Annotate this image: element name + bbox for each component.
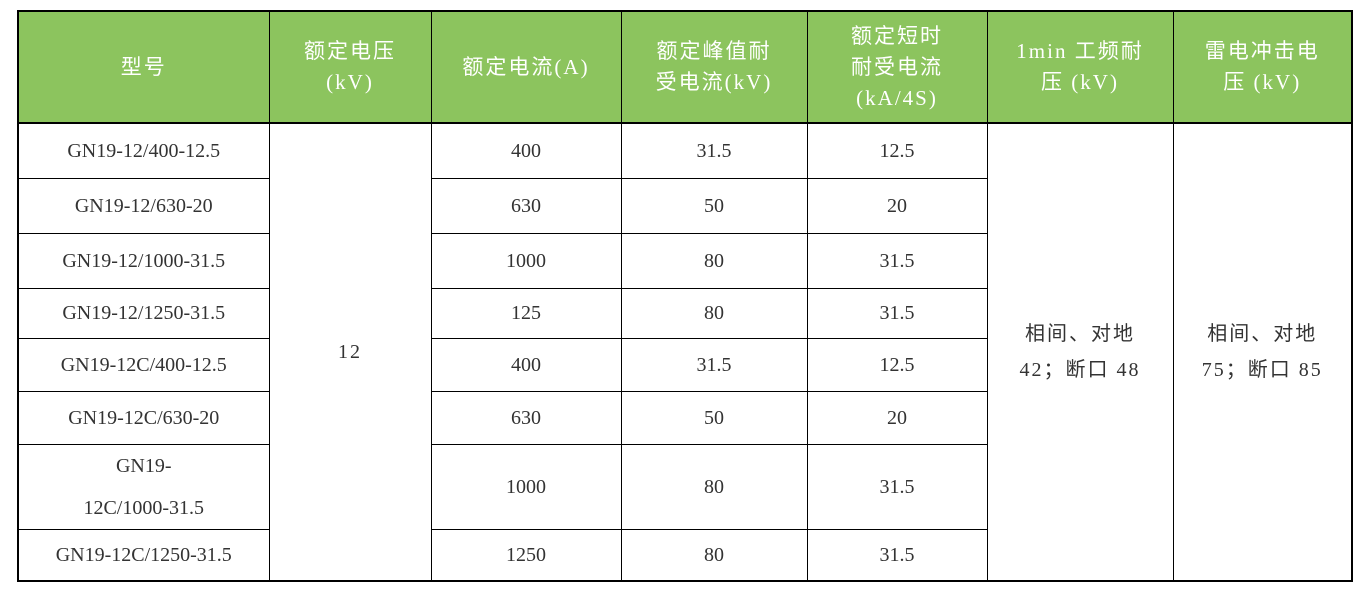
short-time-withstand-cell: 12.5 <box>806 337 988 392</box>
power-frequency-withstand-merged-cell: 相间、对地 42；断口 48 <box>986 122 1174 582</box>
model-cell: GN19-12/630-20 <box>17 177 270 234</box>
rated-current-cell: 400 <box>430 337 622 392</box>
header-rated-current: 额定电流(A) <box>430 10 622 124</box>
table-row: GN19-12C/630-20 630 50 20 <box>17 390 1352 445</box>
short-time-withstand-cell: 20 <box>806 390 988 445</box>
header-peak-withstand-current: 额定峰值耐 受电流(kV) <box>620 10 808 124</box>
table-row: GN19-12C/1250-31.5 1250 80 31.5 <box>17 528 1352 582</box>
lightning-impulse-merged-cell: 相间、对地 75；断口 85 <box>1172 122 1353 582</box>
peak-withstand-cell: 50 <box>620 390 808 445</box>
peak-withstand-cell: 80 <box>620 528 808 582</box>
rated-current-cell: 125 <box>430 287 622 339</box>
table-row: GN19-12/1000-31.5 1000 80 31.5 <box>17 232 1352 289</box>
peak-withstand-cell: 80 <box>620 287 808 339</box>
page: 型号 额定电压 (kV) 额定电流(A) 额定峰值耐 受电流(kV) 额定短时 … <box>0 10 1366 600</box>
table-row: GN19-12/1250-31.5 125 80 31.5 <box>17 287 1352 339</box>
rated-current-cell: 630 <box>430 390 622 445</box>
model-cell: GN19-12C/1250-31.5 <box>17 528 270 582</box>
peak-withstand-cell: 31.5 <box>620 337 808 392</box>
rated-current-cell: 400 <box>430 122 622 179</box>
rated-voltage-merged-cell: 12 <box>268 122 432 582</box>
table-row: GN19- 12C/1000-31.5 1000 80 31.5 <box>17 443 1352 530</box>
short-time-withstand-cell: 31.5 <box>806 528 988 582</box>
peak-withstand-cell: 80 <box>620 232 808 289</box>
table-row: GN19-12C/400-12.5 400 31.5 12.5 <box>17 337 1352 392</box>
short-time-withstand-cell: 31.5 <box>806 232 988 289</box>
model-cell: GN19-12/400-12.5 <box>17 122 270 179</box>
model-cell: GN19-12C/400-12.5 <box>17 337 270 392</box>
spec-table: 型号 额定电压 (kV) 额定电流(A) 额定峰值耐 受电流(kV) 额定短时 … <box>17 10 1353 582</box>
header-model: 型号 <box>17 10 270 124</box>
short-time-withstand-cell: 31.5 <box>806 443 988 530</box>
short-time-withstand-cell: 12.5 <box>806 122 988 179</box>
header-lightning-impulse-voltage: 雷电冲击电 压 (kV) <box>1172 10 1353 124</box>
short-time-withstand-cell: 31.5 <box>806 287 988 339</box>
header-row: 型号 额定电压 (kV) 额定电流(A) 额定峰值耐 受电流(kV) 额定短时 … <box>17 10 1353 124</box>
peak-withstand-cell: 50 <box>620 177 808 234</box>
table-row: GN19-12/630-20 630 50 20 <box>17 177 1352 234</box>
model-cell: GN19-12/1250-31.5 <box>17 287 270 339</box>
model-cell: GN19- 12C/1000-31.5 <box>17 443 270 530</box>
rated-current-cell: 1000 <box>430 443 622 530</box>
header-power-frequency-withstand-voltage: 1min 工频耐 压 (kV) <box>986 10 1174 124</box>
rated-current-cell: 1000 <box>430 232 622 289</box>
header-short-time-withstand-current: 额定短时 耐受电流 (kA/4S) <box>806 10 988 124</box>
rated-current-cell: 1250 <box>430 528 622 582</box>
peak-withstand-cell: 80 <box>620 443 808 530</box>
header-rated-voltage: 额定电压 (kV) <box>268 10 432 124</box>
short-time-withstand-cell: 20 <box>806 177 988 234</box>
rated-current-cell: 630 <box>430 177 622 234</box>
model-cell: GN19-12C/630-20 <box>17 390 270 445</box>
model-cell: GN19-12/1000-31.5 <box>17 232 270 289</box>
table-row: GN19-12/400-12.5 12 400 31.5 12.5 相间、对地 … <box>17 122 1353 582</box>
peak-withstand-cell: 31.5 <box>620 122 808 179</box>
